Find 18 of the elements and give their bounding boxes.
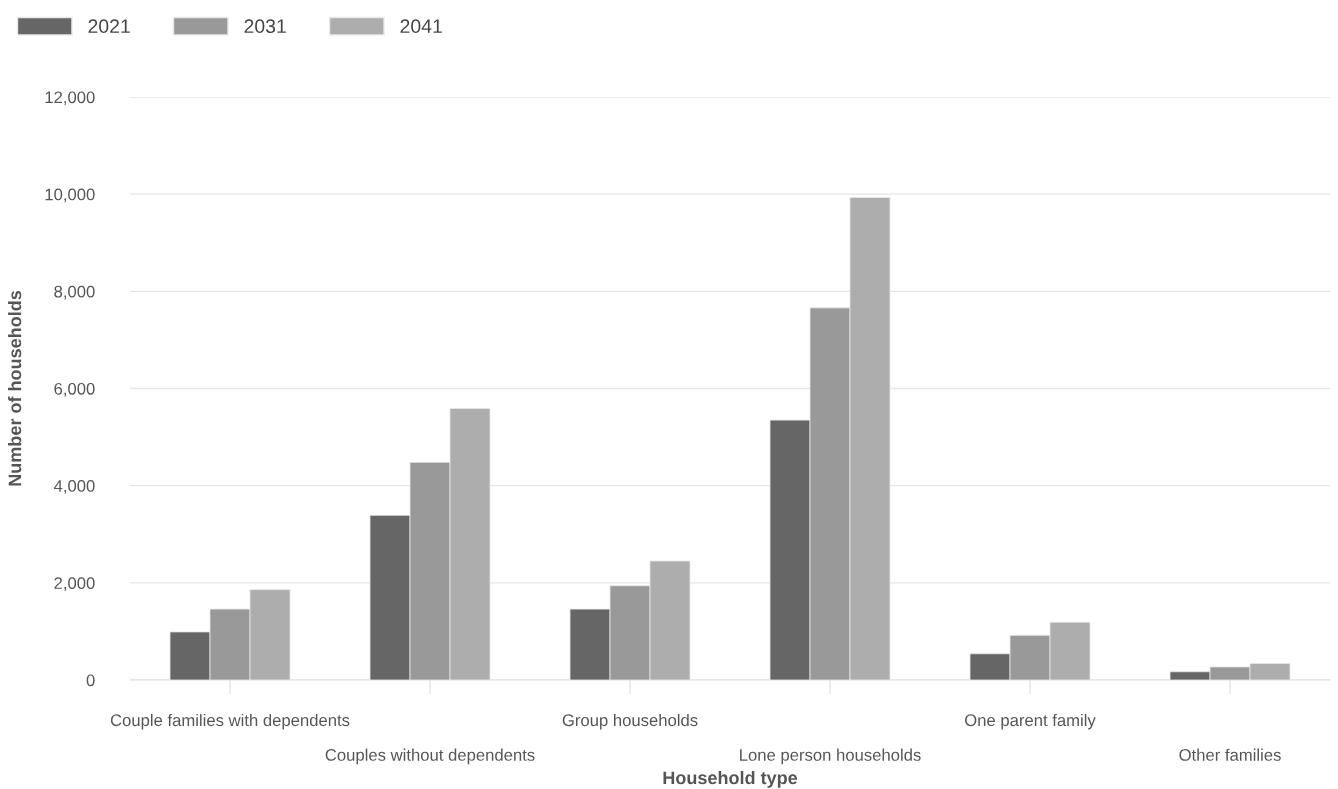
x-tick-label: One parent family <box>965 713 1096 730</box>
legend-label: 2021 <box>88 19 130 34</box>
x-tick-label: Group households <box>562 713 698 730</box>
x-tick-label: Couples without dependents <box>325 748 535 765</box>
y-tick-label: 10,000 <box>45 188 95 203</box>
x-tick-label: Other families <box>1179 748 1281 761</box>
y-tick-label: 8,000 <box>54 285 95 300</box>
y-tick-label: 0 <box>86 674 95 687</box>
y-tick-label: 4,000 <box>53 480 95 494</box>
y-tick-label: 2,000 <box>54 577 95 592</box>
x-axis-title: Household type <box>663 770 798 788</box>
legend-label: 2031 <box>244 19 286 34</box>
legend-label: 2041 <box>400 19 442 34</box>
x-tick-label: Couple families with dependents <box>110 713 350 730</box>
x-tick-label: Lone person households <box>740 748 921 765</box>
y-axis-title: Number of households <box>8 290 22 486</box>
y-tick-label: 6,000 <box>54 382 95 397</box>
y-tick-label: 12,000 <box>45 91 95 106</box>
